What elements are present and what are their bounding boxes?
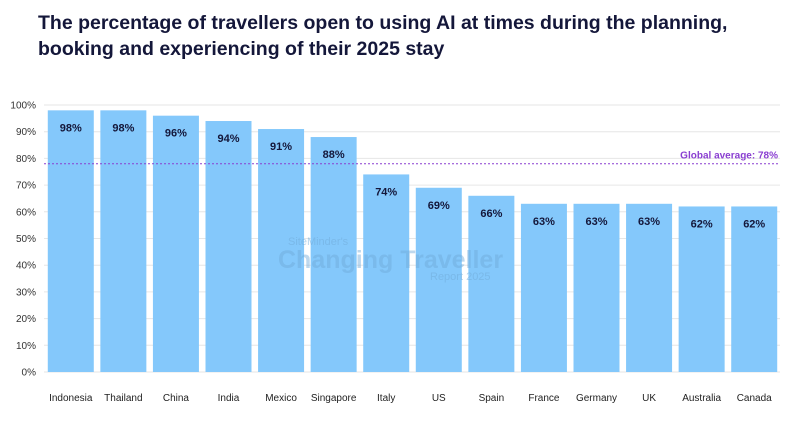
bar [468,195,515,372]
x-tick-label: Spain [479,393,505,404]
watermark-line2: Changing Traveller [278,246,503,274]
x-tick-label: UK [642,393,656,404]
data-label: 96% [165,128,187,140]
data-label: 98% [60,122,82,134]
x-tick-label: Indonesia [49,393,93,404]
watermark-line1: SiteMinder's [288,236,349,248]
bar [731,206,778,372]
bar [205,121,252,373]
y-tick-label: 0% [22,368,37,379]
y-tick-label: 60% [16,207,36,218]
y-tick-label: 80% [16,154,36,165]
bar [100,110,147,372]
bar [573,203,620,372]
bar [415,187,462,372]
data-label: 98% [112,122,134,134]
x-tick-label: Mexico [265,393,297,404]
x-tick-label: Canada [737,393,772,404]
bar [626,203,673,372]
bar [258,129,305,372]
x-tick-label: Italy [377,393,395,404]
x-tick-label: India [218,393,240,404]
data-label: 63% [585,216,607,228]
data-label: 91% [270,141,292,153]
y-tick-label: 90% [16,127,36,138]
y-tick-label: 50% [16,234,36,245]
data-label: 63% [638,216,660,228]
x-tick-label: Germany [576,393,617,404]
data-label: 74% [375,186,397,198]
data-label: 62% [743,218,765,230]
y-tick-label: 100% [10,101,36,112]
global-average-label: Global average: 78% [680,151,778,162]
y-tick-label: 10% [16,341,36,352]
x-tick-label: Singapore [311,393,357,404]
data-label: 88% [323,149,345,161]
y-tick-label: 40% [16,261,36,272]
x-tick-label: China [163,393,190,404]
x-tick-label: US [432,393,446,404]
bar [520,203,567,372]
data-label: 63% [533,216,555,228]
x-tick-label: Thailand [104,393,142,404]
data-label: 69% [428,200,450,212]
bar [310,137,357,372]
y-tick-label: 20% [16,314,36,325]
y-tick-label: 70% [16,181,36,192]
bar [678,206,725,372]
data-label: 62% [691,218,713,230]
watermark-line3: Report 2025 [430,271,491,283]
chart-title: The percentage of travellers open to usi… [38,12,728,60]
y-tick-label: 30% [16,287,36,298]
data-label: 66% [480,208,502,220]
x-tick-label: Australia [682,393,721,404]
bar [152,115,199,373]
data-label: 94% [217,133,239,145]
bar [363,174,410,372]
x-tick-label: France [528,393,560,404]
bar [47,110,94,372]
